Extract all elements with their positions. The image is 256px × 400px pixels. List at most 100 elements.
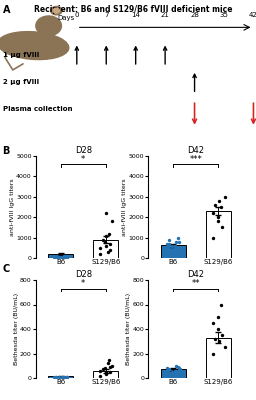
Point	[177, 238, 182, 245]
Point	[60, 374, 64, 380]
Bar	[48, 254, 73, 258]
Point	[65, 374, 69, 380]
Text: Recipient: B6 and S129/B6 fVIII deficient mice: Recipient: B6 and S129/B6 fVIII deficien…	[34, 4, 232, 14]
Point	[216, 214, 220, 220]
Text: 21: 21	[161, 12, 169, 18]
Point	[220, 332, 224, 338]
Point	[217, 338, 221, 344]
Text: ***: ***	[189, 155, 202, 164]
Point	[169, 369, 174, 375]
Point	[62, 253, 66, 260]
Point	[98, 251, 102, 257]
Point	[54, 254, 58, 260]
Point	[108, 247, 112, 253]
Point	[167, 236, 171, 243]
Point	[211, 234, 215, 241]
Point	[167, 242, 172, 249]
Y-axis label: anti-fVIII IgG titers: anti-fVIII IgG titers	[10, 178, 15, 236]
Text: A: A	[3, 4, 10, 14]
Ellipse shape	[0, 32, 69, 60]
Point	[61, 374, 66, 380]
Point	[101, 366, 105, 373]
Point	[103, 238, 107, 245]
Point	[60, 374, 64, 381]
Y-axis label: Bethesda titer (BU/mL): Bethesda titer (BU/mL)	[14, 293, 18, 365]
Point	[223, 194, 227, 200]
Text: 14: 14	[131, 12, 140, 18]
Point	[167, 370, 171, 376]
Point	[174, 238, 178, 245]
Point	[216, 326, 220, 332]
Text: 1 μg fVIII: 1 μg fVIII	[3, 52, 39, 58]
Point	[98, 372, 102, 379]
Point	[110, 218, 114, 224]
Point	[62, 374, 66, 380]
Point	[165, 369, 169, 375]
Point	[60, 254, 64, 261]
Point	[106, 360, 110, 366]
Bar	[206, 338, 231, 378]
Text: 28: 28	[190, 12, 199, 18]
Point	[217, 198, 221, 204]
Bar	[93, 240, 118, 258]
Point	[174, 371, 178, 378]
Point	[165, 249, 169, 255]
Point	[104, 210, 108, 216]
Point	[211, 350, 215, 357]
Point	[98, 368, 102, 374]
Bar	[161, 370, 186, 378]
Point	[223, 344, 227, 350]
Point	[104, 371, 108, 378]
Point	[52, 254, 56, 261]
Point	[106, 249, 110, 255]
Point	[108, 240, 112, 247]
Ellipse shape	[36, 16, 61, 36]
Bar	[48, 376, 73, 378]
Point	[104, 242, 108, 249]
Point	[107, 230, 111, 237]
Point	[165, 240, 169, 247]
Point	[104, 232, 108, 239]
Point	[108, 364, 112, 370]
Title: D42: D42	[187, 146, 204, 155]
Text: B: B	[3, 146, 10, 156]
Point	[176, 247, 180, 253]
Bar	[93, 371, 118, 378]
Point	[101, 236, 105, 243]
Y-axis label: Bethesda titer (BU/mL): Bethesda titer (BU/mL)	[126, 293, 131, 365]
Point	[213, 336, 217, 342]
Point	[98, 244, 102, 251]
Point	[60, 254, 64, 260]
Point	[52, 374, 56, 380]
Point	[167, 240, 171, 247]
Text: Days: Days	[57, 15, 74, 21]
Point	[57, 374, 61, 380]
Point	[53, 374, 57, 381]
Title: D28: D28	[75, 146, 92, 155]
Point	[57, 254, 61, 260]
Point	[65, 254, 69, 260]
Text: *: *	[81, 155, 85, 164]
Point	[54, 374, 58, 380]
Point	[54, 373, 58, 380]
Point	[63, 374, 67, 381]
Point	[176, 234, 180, 241]
Point	[220, 224, 224, 230]
Text: 35: 35	[220, 12, 228, 18]
Point	[173, 368, 177, 374]
Point	[210, 320, 215, 326]
Title: D42: D42	[187, 270, 204, 279]
Point	[216, 314, 220, 320]
Point	[173, 368, 177, 374]
Point	[107, 356, 111, 363]
Point	[103, 365, 107, 371]
Point	[110, 362, 114, 369]
Y-axis label: anti-fVIII IgG titers: anti-fVIII IgG titers	[122, 178, 127, 236]
Point	[216, 218, 220, 224]
Text: 0: 0	[74, 12, 79, 18]
Point	[177, 365, 182, 371]
Point	[55, 254, 59, 261]
Point	[167, 366, 171, 373]
Point	[213, 202, 217, 208]
Point	[63, 374, 68, 380]
